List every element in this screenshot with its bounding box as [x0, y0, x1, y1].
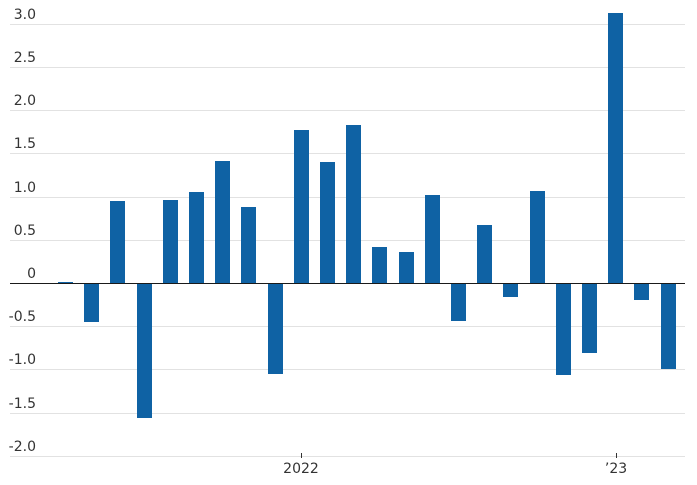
y-tick-label: 2.5 — [13, 50, 36, 66]
gridline — [10, 456, 685, 457]
bar — [241, 207, 256, 283]
bar — [215, 161, 230, 283]
bar — [320, 162, 335, 283]
bar — [608, 13, 623, 283]
y-tick-label: -2.0 — [8, 439, 36, 455]
gridline — [10, 110, 685, 111]
bar — [399, 252, 414, 283]
x-tick — [616, 453, 617, 458]
gridline — [10, 326, 685, 327]
y-tick-label: -1.0 — [8, 352, 36, 368]
y-tick-label: 0 — [27, 266, 36, 282]
bar — [582, 283, 597, 353]
y-tick-label: 2.0 — [13, 93, 36, 109]
y-tick-label: 3.0 — [13, 7, 36, 23]
gridline — [10, 413, 685, 414]
bar — [477, 225, 492, 283]
y-tick-label: -0.5 — [8, 309, 36, 325]
bar — [84, 283, 99, 322]
bar — [530, 191, 545, 283]
y-tick-label: 1.0 — [13, 180, 36, 196]
y-tick-label: 0.5 — [13, 223, 36, 239]
bar — [189, 192, 204, 283]
gridline — [10, 24, 685, 25]
bar — [163, 200, 178, 283]
bar — [634, 283, 649, 300]
bar — [503, 283, 518, 297]
bar — [58, 282, 73, 283]
bar — [110, 201, 125, 283]
y-tick-label: -1.5 — [8, 396, 36, 412]
gridline — [10, 67, 685, 68]
bar — [661, 283, 676, 369]
bar — [137, 283, 152, 418]
bar — [425, 195, 440, 283]
x-tick-label: 2022 — [283, 461, 319, 477]
x-tick-label: ’23 — [604, 461, 628, 477]
bar — [268, 283, 283, 374]
y-tick-label: 1.5 — [13, 136, 36, 152]
bar — [451, 283, 466, 321]
gridline — [10, 369, 685, 370]
bar — [346, 125, 361, 283]
bar — [372, 247, 387, 283]
zero-baseline — [10, 283, 685, 284]
bar — [556, 283, 571, 375]
bar — [294, 130, 309, 283]
x-tick — [301, 453, 302, 458]
